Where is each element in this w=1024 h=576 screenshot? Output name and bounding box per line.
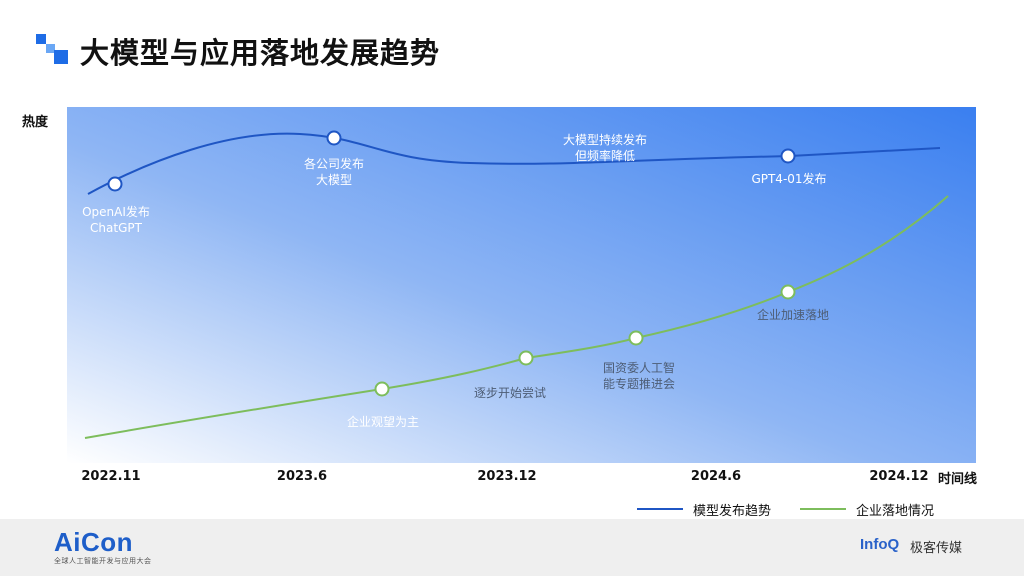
point-trying — [518, 350, 534, 366]
enterprise-adoption-points — [374, 284, 796, 397]
point-chatgpt — [107, 176, 123, 192]
x-tick-label: 2023.6 — [276, 469, 328, 484]
label-line: ChatGPT — [90, 221, 142, 235]
label-line: OpenAI发布 — [82, 205, 150, 219]
point-enterprise-wait — [374, 381, 390, 397]
point-label-sasac: 国资委人工智 能专题推进会 — [603, 360, 675, 392]
point-gpt4-01 — [780, 148, 796, 164]
label-line: 但频率降低 — [574, 149, 636, 163]
trend-chart — [67, 107, 976, 463]
legend-swatch — [800, 508, 846, 510]
footer-bar — [0, 519, 1024, 576]
point-label-enterprise-wait: 企业观望为主 — [347, 414, 419, 430]
legend-item-enterprise: 企业落地情况 — [800, 499, 934, 519]
label-line: 大模型 — [315, 173, 353, 187]
label-line: 各公司发布 — [303, 157, 365, 171]
point-label-trying: 逐步开始尝试 — [474, 385, 546, 401]
x-tick-label: 2024.12 — [869, 469, 929, 484]
chart-plot-area — [67, 107, 976, 463]
label-line: 企业观望为主 — [346, 415, 420, 429]
legend-label: 企业落地情况 — [856, 503, 935, 519]
series-line-enterprise-adoption — [84, 195, 949, 439]
aicon-subtitle: 全球人工智能开发与应用大会 — [54, 557, 152, 565]
x-axis-label: 时间线 — [938, 472, 978, 487]
aicon-logo: AiCon — [54, 527, 134, 557]
series-line-model-release — [87, 132, 941, 195]
point-accelerate — [780, 284, 796, 300]
point-sasac-meeting — [628, 330, 644, 346]
y-axis-label: 热度 — [22, 115, 49, 130]
point-label-gpt4-01: GPT4-01发布 — [751, 171, 826, 187]
label-line: 企业加速落地 — [756, 308, 830, 322]
label-line: GPT4-01发布 — [751, 172, 827, 186]
legend-label: 模型发布趋势 — [693, 503, 772, 519]
x-tick-label: 2023.12 — [477, 469, 537, 484]
annotation-continued-release: 大模型持续发布 但频率降低 — [563, 132, 647, 164]
infoq-logo: InfoQ — [860, 536, 900, 553]
x-tick-label: 2022.11 — [81, 469, 141, 484]
label-line: 国资委人工智 — [602, 361, 676, 375]
label-line: 大模型持续发布 — [562, 133, 648, 147]
infoq-cn-name: 极客传媒 — [910, 541, 963, 556]
label-line: 能专题推进会 — [602, 377, 676, 391]
page-title: 大模型与应用落地发展趋势 — [80, 36, 441, 70]
point-label-companies: 各公司发布 大模型 — [304, 156, 364, 188]
brand-squares-icon — [36, 34, 68, 64]
point-label-accelerate: 企业加速落地 — [757, 307, 829, 323]
legend-swatch — [637, 508, 683, 510]
point-label-chatgpt: OpenAI发布 ChatGPT — [82, 204, 150, 236]
label-line: 逐步开始尝试 — [473, 386, 547, 400]
legend-item-model: 模型发布趋势 — [637, 499, 771, 519]
model-release-points — [107, 130, 796, 192]
x-tick-label: 2024.6 — [690, 469, 742, 484]
point-companies-release — [326, 130, 342, 146]
